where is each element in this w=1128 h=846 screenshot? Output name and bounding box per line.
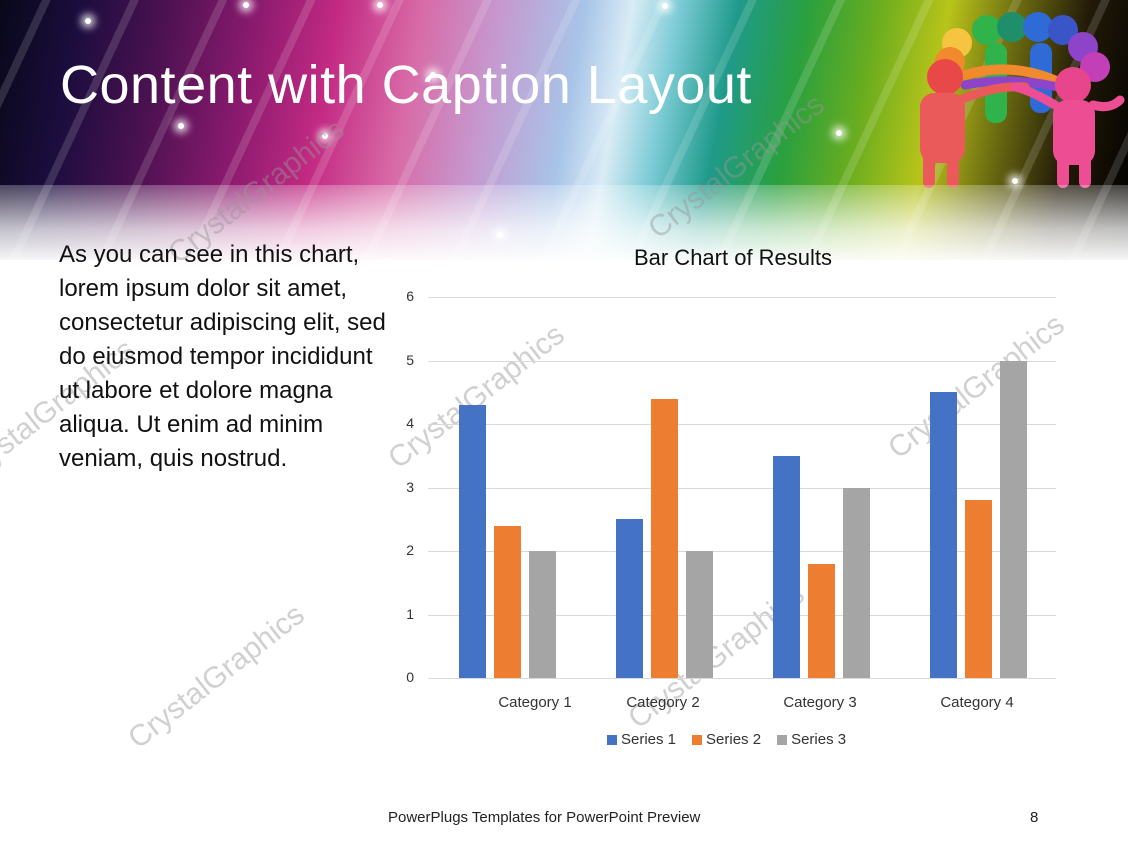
legend-label: Series 2 xyxy=(706,731,762,748)
watermark: CrystalGraphics xyxy=(122,597,311,756)
header-banner xyxy=(0,0,1128,260)
legend-swatch-icon xyxy=(692,734,703,745)
bar-1-1 xyxy=(459,404,486,678)
legend-item-series-2: Series 2 xyxy=(692,731,761,748)
sparkle-icon xyxy=(662,3,668,9)
y-tick-label: 2 xyxy=(406,542,414,558)
gridline xyxy=(428,551,1056,552)
x-axis-line xyxy=(428,678,1056,679)
bar-2-3 xyxy=(808,563,835,678)
legend-swatch-icon xyxy=(607,734,617,745)
sparkle-icon xyxy=(377,2,383,8)
gridline xyxy=(428,614,1056,616)
gridline xyxy=(428,487,1056,489)
legend-swatch-icon xyxy=(777,734,788,745)
x-category-label: Category 1 xyxy=(498,694,572,711)
banner-fade xyxy=(0,185,1128,260)
bar-1-4 xyxy=(930,392,957,678)
legend-label: Series 3 xyxy=(791,731,847,748)
x-category-label: Category 3 xyxy=(783,694,857,711)
y-tick-label: 3 xyxy=(406,478,414,495)
y-tick-label: 5 xyxy=(406,351,414,368)
team-figures-illustration xyxy=(920,12,1125,188)
gridline xyxy=(428,424,1056,425)
sparkle-icon xyxy=(178,123,184,129)
bar-1-3 xyxy=(773,455,800,678)
sparkle-icon xyxy=(243,2,249,8)
y-tick-label: 0 xyxy=(406,669,414,685)
bar-2-4 xyxy=(965,500,992,678)
bar-2-2 xyxy=(651,398,678,678)
sparkle-icon xyxy=(85,18,91,24)
bar-1-2 xyxy=(616,519,643,678)
legend-item-series-1: Series 1 xyxy=(607,731,676,748)
footer-text: PowerPlugs Templates for PowerPoint Prev… xyxy=(388,809,701,826)
y-tick-label: 4 xyxy=(406,415,414,431)
sparkle-icon xyxy=(322,133,328,139)
y-tick-label: 1 xyxy=(406,605,414,622)
chart-title: Bar Chart of Results xyxy=(633,245,833,270)
legend-label: Series 1 xyxy=(621,731,677,748)
bar-3-4 xyxy=(1000,360,1027,678)
x-category-label: Category 2 xyxy=(626,694,700,711)
bar-2-1 xyxy=(494,525,521,678)
legend-item-series-3: Series 3 xyxy=(777,731,846,748)
bar-3-1 xyxy=(529,551,556,678)
caption-text: As you can see in this chart, lorem ipsu… xyxy=(59,241,386,472)
y-tick-label: 6 xyxy=(406,288,414,304)
sparkle-icon xyxy=(1012,178,1018,184)
gridline xyxy=(428,297,1056,298)
chart-plot-area: 0 1 2 3 4 5 6 xyxy=(406,288,1056,685)
gridline xyxy=(428,360,1056,362)
bar-3-2 xyxy=(686,551,713,678)
chart-legend: Series 1 Series 2 Series 3 xyxy=(607,731,846,748)
x-category-label: Category 4 xyxy=(940,694,1014,711)
bar-3-3 xyxy=(843,487,870,678)
page-number: 8 xyxy=(1030,809,1039,826)
sparkle-icon xyxy=(836,130,842,136)
sparkle-icon xyxy=(430,72,436,78)
slide-title: Content with Caption Layout xyxy=(60,55,752,115)
